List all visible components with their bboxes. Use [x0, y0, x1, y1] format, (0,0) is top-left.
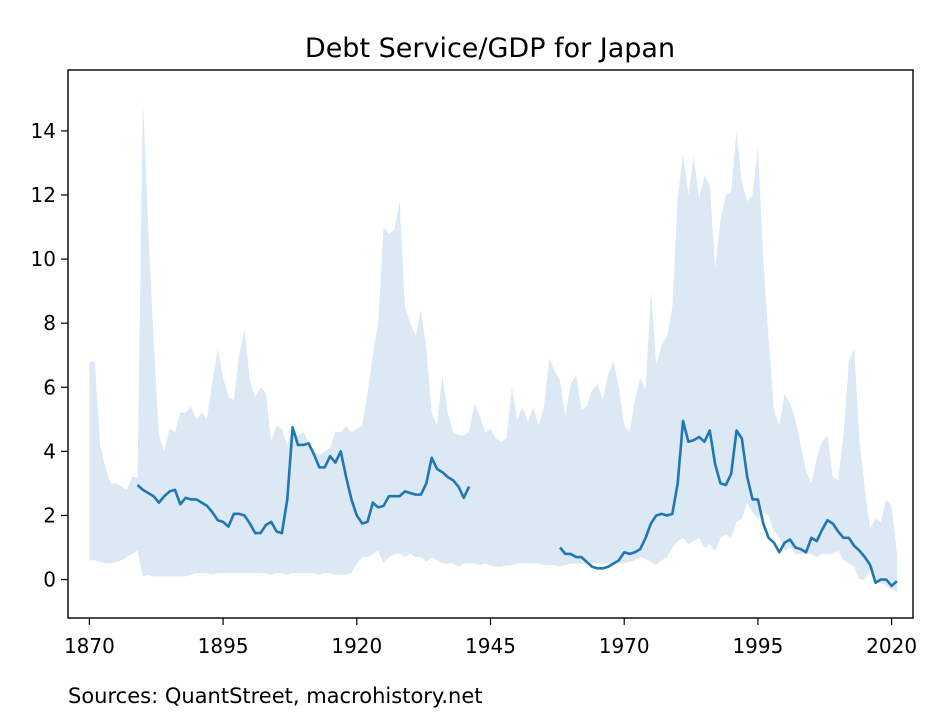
chart-title: Debt Service/GDP for Japan: [305, 33, 675, 64]
series-line-segment-1: [136, 426, 471, 535]
y-tick-label: 12: [31, 183, 56, 207]
range-band: [89, 98, 897, 593]
x-tick-label: 1895: [198, 634, 249, 658]
x-tick-label: 1945: [465, 634, 516, 658]
y-axis: 0 2 4 6 8 10 12 14: [31, 119, 68, 592]
x-tick-label: 2020: [866, 634, 917, 658]
y-tick-label: 2: [43, 503, 56, 527]
y-tick-label: 4: [43, 439, 56, 463]
plot-area: [89, 98, 898, 593]
series-lines: [136, 419, 898, 588]
y-tick-label: 10: [31, 247, 56, 271]
x-tick-label: 1995: [732, 634, 783, 658]
y-tick-label: 6: [43, 375, 56, 399]
y-tick-label: 8: [43, 311, 56, 335]
y-tick-label: 14: [31, 119, 56, 143]
series-line-segment-2: [559, 419, 898, 588]
x-tick-label: 1970: [599, 634, 650, 658]
x-axis: 1870 1895 1920 1945 1970 1995 2020: [64, 618, 917, 658]
x-tick-label: 1920: [331, 634, 382, 658]
sources-note: Sources: QuantStreet, macrohistory.net: [68, 684, 483, 708]
y-tick-label: 0: [43, 568, 56, 592]
x-tick-label: 1870: [64, 634, 115, 658]
